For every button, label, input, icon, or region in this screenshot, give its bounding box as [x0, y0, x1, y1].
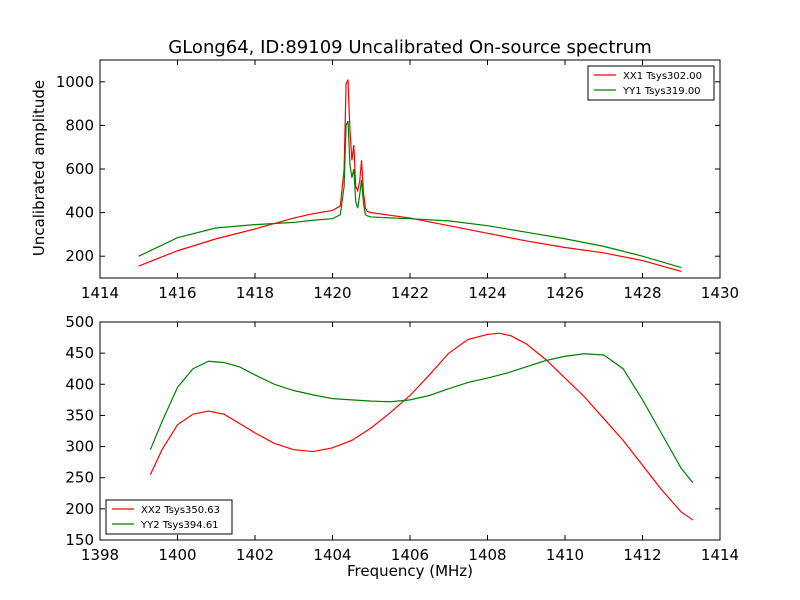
y-tick-label: 350: [65, 406, 94, 424]
x-tick-label: 1408: [468, 546, 506, 564]
series-line-1: [138, 79, 682, 273]
x-tick-label: 1412: [623, 546, 661, 564]
legend-label: XX2 Tsys350.63: [141, 505, 220, 516]
y-tick-label: 300: [65, 438, 94, 456]
legend-label: YY1 Tsys319.00: [622, 86, 701, 97]
x-tick-label: 1416: [158, 284, 196, 302]
top-spectrum-chart: GLong64, ID:89109 Uncalibrated On-source…: [30, 37, 739, 302]
x-tick-label: 1414: [81, 284, 119, 302]
legend-box: [105, 499, 233, 535]
y-tick-label: 150: [65, 531, 94, 549]
chart-title: GLong64, ID:89109 Uncalibrated On-source…: [168, 37, 651, 58]
y-tick-label: 500: [65, 313, 94, 331]
x-tick-label: 1410: [546, 546, 584, 564]
x-tick-label: 1430: [701, 284, 739, 302]
y-tick-label: 400: [65, 375, 94, 393]
x-tick-label: 1422: [391, 284, 429, 302]
y-tick-label: 800: [65, 116, 94, 134]
bottom-plot-area: 1398 1400 1402 1404 1406 1408 1410 1412 1414 150 2…: [65, 313, 739, 564]
series-line-1: [149, 332, 694, 521]
y-tick-label: 600: [65, 160, 94, 178]
y-tick-label: 1000: [56, 73, 94, 91]
legend-label: XX1 Tsys302.00: [623, 71, 702, 82]
x-tick-label: 1402: [236, 546, 274, 564]
x-tick-label: 1428: [623, 284, 661, 302]
legend-label: YY2 Tsys394.61: [140, 520, 219, 531]
bottom-spectrum-chart: Frequency (MHz) 1398 1400 1402 1404 1406 1408…: [65, 313, 739, 580]
x-tick-label: 1414: [701, 546, 739, 564]
x-tick-label: 1404: [313, 546, 351, 564]
x-tick-label: 1426: [546, 284, 584, 302]
top-legend: XX1 Tsys302.00 YY1 Tsys319.00: [587, 65, 715, 101]
series-line-2: [138, 120, 682, 269]
top-plot-area: 1414 1416 1418 1420 1422 1424 1426 1428 1430 200 4…: [56, 59, 739, 302]
x-tick-label: 1400: [158, 546, 196, 564]
y-tick-label: 200: [65, 247, 94, 265]
y-axis-label: Uncalibrated amplitude: [30, 80, 48, 256]
legend-box: [587, 65, 715, 101]
y-tick-label: 250: [65, 469, 94, 487]
x-tick-label: 1406: [391, 546, 429, 564]
x-tick-label: 1418: [236, 284, 274, 302]
x-tick-label: 1420: [313, 284, 351, 302]
series-line-2: [149, 353, 694, 484]
bottom-legend: XX2 Tsys350.63 YY2 Tsys394.61: [105, 499, 233, 535]
y-tick-label: 450: [65, 344, 94, 362]
y-tick-label: 200: [65, 500, 94, 518]
x-tick-label: 1424: [468, 284, 506, 302]
x-axis-label: Frequency (MHz): [347, 562, 473, 580]
y-tick-label: 400: [65, 204, 94, 222]
x-tick-label: 1398: [81, 546, 119, 564]
